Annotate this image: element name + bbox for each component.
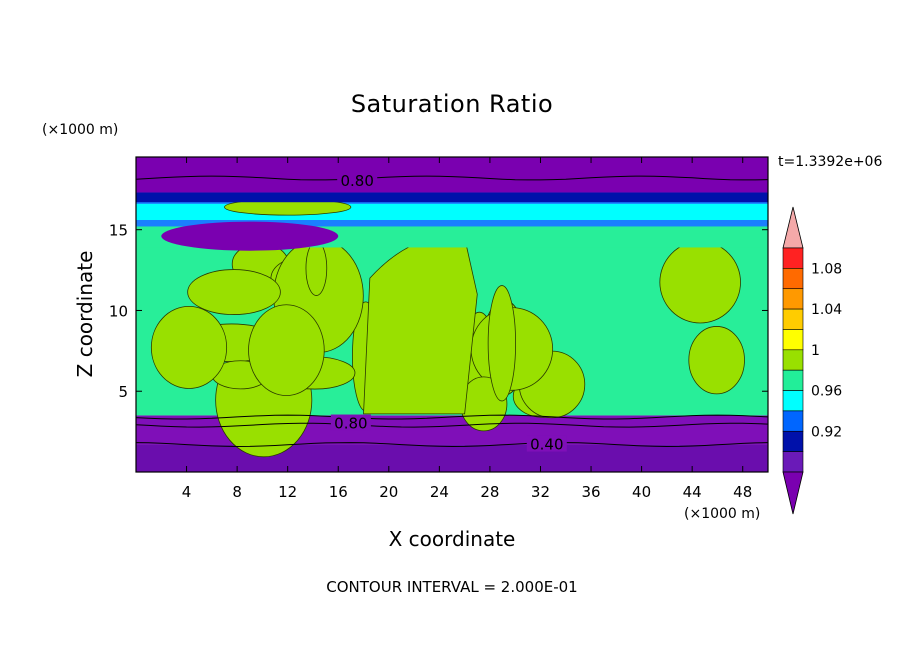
colorbar-swatch [782, 308, 804, 330]
moist-patch-22 [305, 240, 328, 296]
colorbar-swatch [782, 329, 804, 351]
contour-interval-note: CONTOUR INTERVAL = 2.000E-01 [326, 578, 577, 596]
moist-patch-19 [659, 241, 741, 324]
x-axis-label: X coordinate [389, 527, 516, 551]
moist-patch-25 [187, 269, 281, 315]
y-tick-label: 10 [109, 302, 128, 320]
colorbar-swatch [782, 268, 804, 290]
y-axis-label: Z coordinate [73, 251, 97, 378]
y-unit-label: (×1000 m) [42, 122, 118, 138]
moist-patch-14 [150, 306, 228, 389]
colorbar-swatch [782, 369, 804, 391]
colorbar-swatch [782, 247, 804, 269]
colorbar-label: 0.92 [811, 424, 842, 440]
x-tick-label: 8 [232, 483, 242, 501]
colorbar-top-arrow [782, 206, 804, 249]
contour-layer-0 [136, 444, 768, 472]
colorbar-label: 1.08 [811, 261, 842, 277]
colorbar-label: 0.96 [811, 384, 842, 400]
colorbar-bottom-arrow [782, 471, 804, 515]
contour-field: 0.80 0.80 0.40 [135, 157, 769, 472]
dark-blue-band [136, 192, 768, 203]
colorbar-label: 1.04 [811, 302, 842, 318]
contour-line-upper [135, 175, 769, 181]
contour-label: 0.80 [334, 415, 367, 433]
dry-intrusion [161, 221, 339, 251]
x-tick-label: 32 [531, 483, 550, 501]
contour-line-lower-c [135, 442, 769, 448]
y-tick-label: 15 [109, 222, 128, 240]
moist-patch-21 [248, 304, 325, 396]
moist-patch-15 [688, 326, 745, 395]
colorbar-swatch [782, 430, 804, 452]
plot-frame [135, 156, 769, 473]
colorbar-swatch [782, 288, 804, 310]
contour-layer-4 [136, 157, 768, 193]
colorbar-swatch [782, 451, 804, 473]
x-tick-label: 20 [379, 483, 398, 501]
x-tick-label: 28 [480, 483, 499, 501]
x-tick-label: 16 [329, 483, 348, 501]
y-axis-ticks: 5 10 15 [109, 222, 768, 401]
contour-line-lower-b [135, 422, 769, 428]
x-tick-label: 4 [182, 483, 192, 501]
x-tick-label: 24 [430, 483, 449, 501]
colorbar-label: 1 [811, 343, 820, 359]
colorbar-swatch [782, 349, 804, 371]
colorbar: 1.08 1.04 1 0.96 0.92 [782, 206, 842, 515]
contour-line-lower-a [135, 414, 769, 420]
chart-title: Saturation Ratio [351, 90, 553, 118]
x-tick-label: 36 [581, 483, 600, 501]
moist-patch-23 [487, 285, 516, 402]
colorbar-swatch [782, 390, 804, 412]
y-tick-label: 5 [118, 383, 128, 401]
contour-label-bg [330, 414, 371, 431]
x-axis-ticks: 4 8 12 16 20 24 28 32 36 40 44 48 [182, 157, 752, 501]
contour-label: 0.40 [530, 436, 563, 454]
x-tick-label: 12 [278, 483, 297, 501]
time-label: t=1.3392e+06 [778, 154, 882, 170]
contour-label-bg [526, 435, 567, 452]
x-tick-label: 40 [632, 483, 651, 501]
contour-label-bg [337, 172, 378, 189]
x-tick-label: 44 [683, 483, 702, 501]
x-tick-label: 48 [733, 483, 752, 501]
colorbar-swatch [782, 410, 804, 432]
x-unit-label: (×1000 m) [684, 506, 760, 522]
contour-label: 0.80 [340, 172, 373, 190]
